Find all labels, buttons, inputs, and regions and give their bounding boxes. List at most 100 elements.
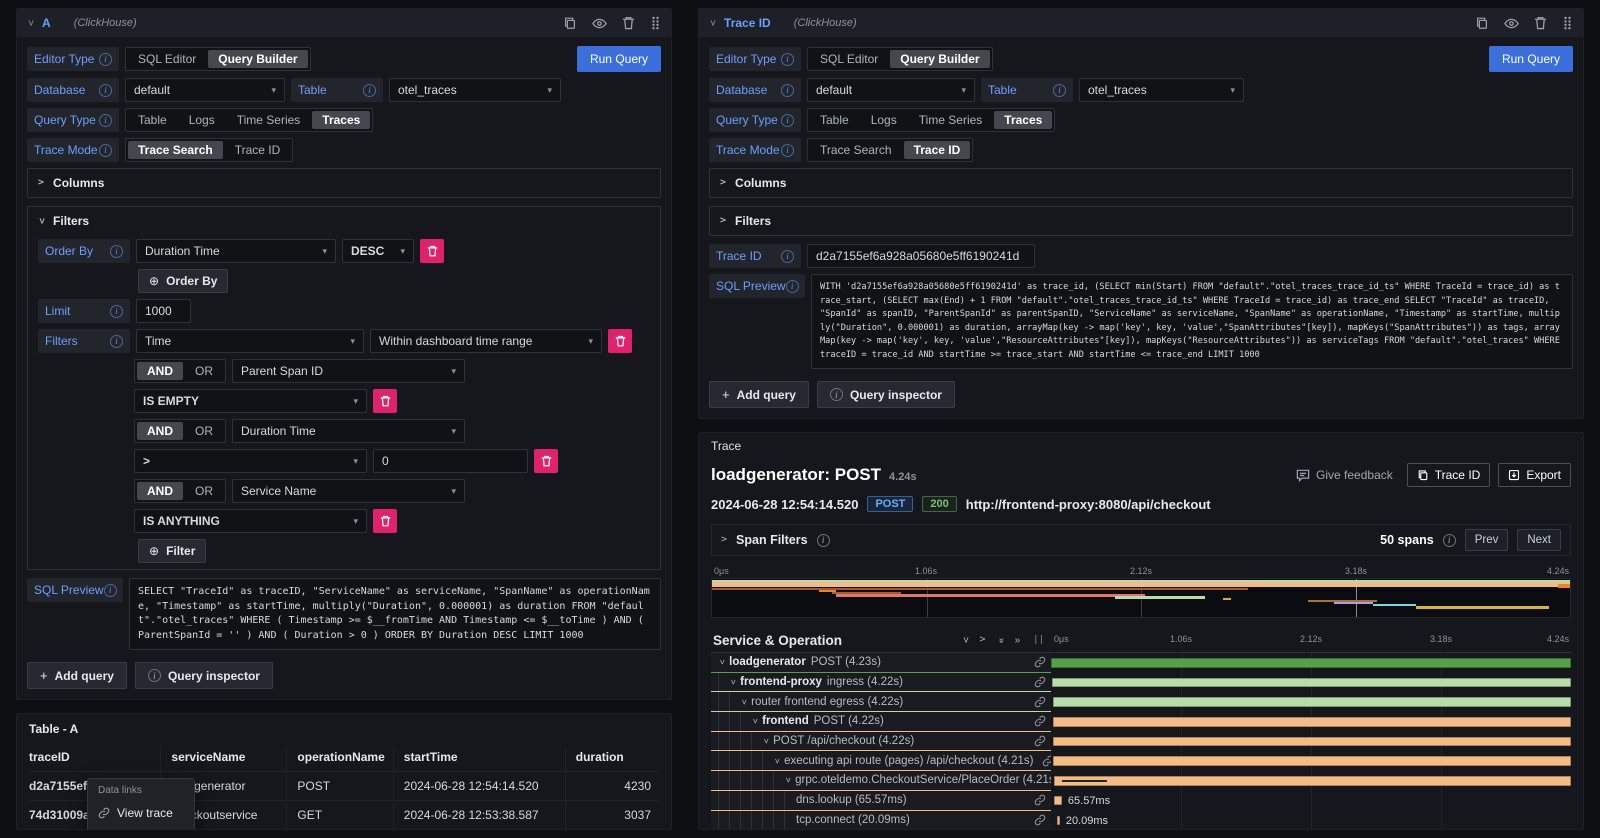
and-option[interactable]: AND (137, 482, 183, 500)
span-timeline-cell[interactable]: 20.09ms (1051, 811, 1571, 830)
trace-id-input[interactable]: d2a7155ef6a928a05680e5ff6190241d (807, 244, 1035, 268)
span-bar[interactable] (1052, 697, 1571, 707)
or-option[interactable]: OR (195, 484, 213, 498)
give-feedback-button[interactable]: Give feedback (1290, 467, 1399, 483)
query-type-logs[interactable]: Logs (188, 113, 215, 127)
filters-section[interactable]: > Filters (709, 206, 1573, 236)
order-by-direction-select[interactable]: DESC ▾ (342, 239, 414, 263)
add-query-button[interactable]: + Add query (27, 662, 127, 689)
remove-filter2-button[interactable] (534, 449, 558, 473)
filter2-operator-select[interactable]: > ▾ (134, 449, 367, 473)
trace-mode-search[interactable]: Trace Search (820, 143, 892, 157)
trash-icon[interactable] (1534, 16, 1547, 30)
span-bar[interactable] (1053, 756, 1571, 766)
trash-icon[interactable] (622, 16, 635, 30)
eye-icon[interactable] (592, 17, 607, 30)
query-type-traces[interactable]: Traces (312, 111, 371, 129)
span-link-button[interactable] (1038, 755, 1051, 767)
order-by-field-select[interactable]: Duration Time ▾ (136, 239, 336, 263)
span-timeline-cell[interactable] (1051, 712, 1571, 732)
filter3-operator-select[interactable]: IS ANYTHING ▾ (134, 509, 367, 533)
trace-id-button[interactable]: Trace ID (1406, 463, 1491, 487)
chevron-down-icon[interactable]: > (782, 777, 793, 784)
drag-handle-icon[interactable] (650, 16, 661, 30)
query-type-traces[interactable]: Traces (994, 111, 1053, 129)
col-servicename[interactable]: serviceName (160, 746, 288, 772)
span-bar[interactable] (1053, 736, 1571, 747)
view-trace-link[interactable]: View trace (88, 800, 194, 826)
or-option[interactable]: OR (195, 424, 213, 438)
span-row[interactable]: tcp.connect (20.09ms) 20.09ms (711, 810, 1571, 830)
query-builder-option[interactable]: Query Builder (208, 50, 308, 68)
col-traceid[interactable]: traceID (29, 746, 162, 772)
chevron-right-icon[interactable]: > (721, 534, 728, 545)
span-row[interactable]: dns.lookup (65.57ms) 65.57ms (711, 790, 1571, 811)
columns-section[interactable]: > Columns (27, 168, 661, 198)
chevron-down-icon[interactable]: > (716, 659, 727, 665)
query-inspector-button[interactable]: i Query inspector (816, 381, 955, 408)
add-query-button[interactable]: + Add query (709, 381, 809, 408)
limit-input[interactable]: 1000 (136, 299, 191, 323)
and-option[interactable]: AND (137, 362, 183, 380)
span-bar[interactable] (1056, 815, 1060, 825)
filter2-field-select[interactable]: Duration Time ▾ (232, 419, 465, 443)
span-link-button[interactable] (1030, 656, 1051, 668)
query-type-timeseries[interactable]: Time Series (236, 113, 301, 127)
span-name-cell[interactable]: > frontend-proxy ingress (4.22s) (711, 672, 1051, 693)
chevron-down-icon[interactable]: > (727, 679, 738, 685)
span-row[interactable]: > POST /api/checkout (4.22s) (711, 731, 1571, 752)
span-name-cell[interactable]: > loadgenerator POST (4.23s) (711, 653, 1051, 673)
chevron-down-icon[interactable]: > (25, 19, 37, 27)
span-timeline-cell[interactable] (1051, 732, 1571, 752)
run-query-button[interactable]: Run Query (576, 46, 661, 72)
span-timeline-cell[interactable] (1051, 771, 1571, 791)
query-type-logs[interactable]: Logs (870, 113, 897, 127)
query-builder-option[interactable]: Query Builder (890, 50, 990, 68)
span-link-button[interactable] (1030, 696, 1051, 708)
trace-minimap[interactable]: 0μs 1.06s 2.12s 3.18s 4.24s (711, 565, 1571, 618)
drag-handle-icon[interactable] (1562, 16, 1573, 30)
filter-field-select[interactable]: Time ▾ (136, 329, 364, 353)
span-bar[interactable] (1053, 776, 1571, 786)
table-select[interactable]: otel_traces ▾ (389, 78, 561, 102)
span-row[interactable]: > grpc.oteldemo.CheckoutService/PlaceOrde… (711, 771, 1571, 791)
remove-filter-button[interactable] (608, 329, 632, 353)
or-option[interactable]: OR (195, 364, 213, 378)
trace-mode-id[interactable]: Trace ID (234, 143, 281, 157)
span-timeline-cell[interactable] (1051, 751, 1571, 771)
trace-mode-id[interactable]: Trace ID (903, 141, 971, 159)
col-operationname[interactable]: operationName (286, 746, 394, 772)
span-timeline-cell[interactable] (1051, 653, 1571, 673)
panel-a-header[interactable]: > A (ClickHouse) (17, 9, 671, 37)
export-button[interactable]: Export (1498, 463, 1571, 487)
sql-editor-option[interactable]: SQL Editor (820, 52, 879, 66)
span-bar[interactable] (1052, 717, 1571, 727)
collapse-all-icon[interactable]: » (995, 637, 1007, 643)
table-select[interactable]: otel_traces ▾ (1079, 78, 1244, 102)
copy-icon[interactable] (1475, 16, 1489, 30)
span-timeline-cell[interactable] (1051, 673, 1571, 693)
prev-button[interactable]: Prev (1464, 529, 1509, 551)
panel-traceid-header[interactable]: > Trace ID (ClickHouse) (699, 9, 1583, 37)
filter2-value-input[interactable]: 0 (373, 449, 528, 473)
filter-value-select[interactable]: Within dashboard time range ▾ (370, 329, 602, 353)
columns-section[interactable]: > Columns (709, 168, 1573, 198)
expand-all-icon[interactable]: » (1014, 634, 1020, 646)
span-name-cell[interactable]: > router frontend egress (4.22s) (711, 692, 1051, 713)
span-timeline-cell[interactable] (1051, 692, 1571, 712)
add-filter-button[interactable]: ⊕ Filter (138, 539, 207, 563)
next-button[interactable]: Next (1517, 529, 1561, 551)
collapse-one-icon[interactable]: > (959, 636, 971, 644)
span-timeline-cell[interactable]: 65.57ms (1051, 791, 1571, 811)
and-option[interactable]: AND (137, 422, 183, 440)
span-bar[interactable] (1052, 677, 1571, 688)
span-bar[interactable] (1053, 795, 1062, 806)
span-row[interactable]: > router frontend egress (4.22s) (711, 692, 1571, 713)
span-name-cell[interactable]: > grpc.oteldemo.CheckoutService/PlaceOrde… (711, 771, 1051, 791)
chevron-down-icon[interactable]: > (738, 699, 749, 705)
span-row[interactable]: > frontend-proxy ingress (4.22s) (711, 672, 1571, 693)
span-row[interactable]: > loadgenerator POST (4.23s) (711, 653, 1571, 673)
filter1-operator-select[interactable]: IS EMPTY ▾ (134, 389, 367, 413)
query-type-timeseries[interactable]: Time Series (918, 113, 983, 127)
query-type-table[interactable]: Table (820, 113, 849, 127)
